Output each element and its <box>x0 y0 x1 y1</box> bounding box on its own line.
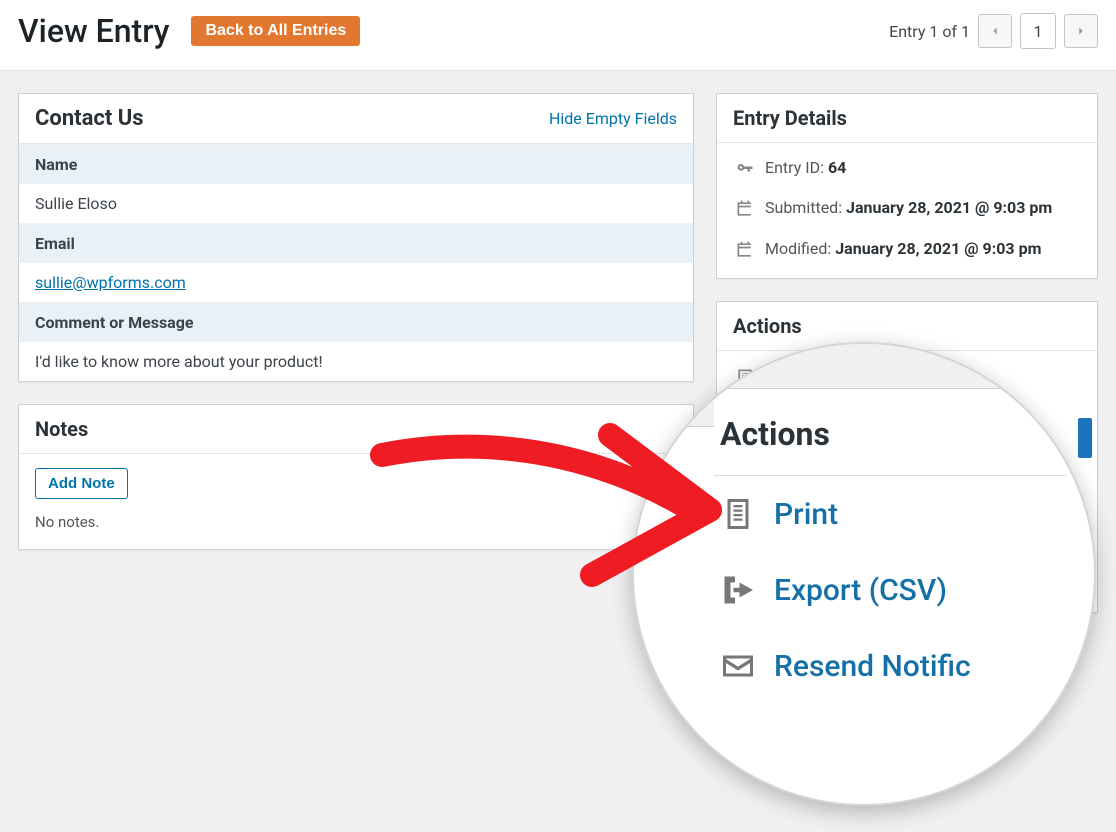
field-row: Name Sullie Eloso <box>19 144 693 223</box>
field-row: Email sullie@wpforms.com <box>19 223 693 302</box>
detail-text: Modified: January 28, 2021 @ 9:03 pm <box>765 238 1079 260</box>
notes-panel: Notes Add Note No notes. <box>18 404 694 550</box>
entry-details-panel: Entry Details Entry ID: 64 <box>716 93 1098 279</box>
chevron-left-icon <box>988 24 1002 38</box>
field-value: sullie@wpforms.com <box>19 263 693 302</box>
key-icon <box>735 159 755 179</box>
magnified-export-link[interactable]: Export (CSV) <box>774 573 947 608</box>
magnified-action-row: Export (CSV) <box>714 552 1066 628</box>
notes-header: Notes <box>19 405 693 454</box>
notes-title: Notes <box>35 417 88 441</box>
star-icon <box>664 750 694 780</box>
header-bar: View Entry Back to All Entries Entry 1 o… <box>0 0 1116 71</box>
calendar-icon <box>735 199 755 219</box>
calendar-icon <box>735 240 755 260</box>
detail-text: Entry ID: 64 <box>765 157 1079 179</box>
magnified-actions-title: Actions <box>714 389 1066 476</box>
detail-text: Submitted: January 28, 2021 @ 9:03 pm <box>765 197 1079 219</box>
entry-fields-header: Contact Us Hide Empty Fields <box>19 94 693 144</box>
actions-title: Actions <box>733 314 802 338</box>
pager-label: Entry 1 of 1 <box>889 22 970 41</box>
magnified-resend-link[interactable]: Resend Notific <box>774 649 971 684</box>
email-link[interactable]: sullie@wpforms.com <box>35 273 186 292</box>
page-root: View Entry Back to All Entries Entry 1 o… <box>0 0 1116 832</box>
field-row: Comment or Message I'd like to know more… <box>19 302 693 381</box>
print-icon <box>720 496 756 532</box>
entry-fields-panel: Contact Us Hide Empty Fields Name Sullie… <box>18 93 694 382</box>
export-icon <box>720 572 756 608</box>
field-value: Sullie Eloso <box>19 184 693 223</box>
magnified-action-row: Resend Notific <box>714 628 1066 704</box>
title-wrap: View Entry Back to All Entries <box>18 12 360 50</box>
magnified-actions-panel: Actions Print Export (CSV) <box>714 388 1066 704</box>
pagination: Entry 1 of 1 1 <box>889 13 1098 49</box>
magnified-action-row: Print <box>714 476 1066 552</box>
form-title: Contact Us <box>35 106 144 131</box>
field-label: Comment or Message <box>19 303 693 342</box>
field-label: Email <box>19 224 693 263</box>
entry-details-title: Entry Details <box>733 106 847 130</box>
main-column: Contact Us Hide Empty Fields Name Sullie… <box>18 93 694 550</box>
hide-empty-fields-link[interactable]: Hide Empty Fields <box>549 109 677 128</box>
detail-submitted: Submitted: January 28, 2021 @ 9:03 pm <box>735 197 1079 219</box>
notes-empty-text: No notes. <box>35 513 677 531</box>
magnified-print-link[interactable]: Print <box>774 497 838 532</box>
page-title: View Entry <box>18 12 169 50</box>
submitted-label: Submitted: <box>765 198 846 217</box>
pager-prev-button[interactable] <box>978 14 1012 48</box>
detail-modified: Modified: January 28, 2021 @ 9:03 pm <box>735 238 1079 260</box>
submitted-value: January 28, 2021 @ 9:03 pm <box>846 198 1052 217</box>
chevron-right-icon <box>1074 24 1088 38</box>
mail-icon <box>720 648 756 684</box>
modified-value: January 28, 2021 @ 9:03 pm <box>835 239 1041 258</box>
entry-details-header: Entry Details <box>717 94 1097 143</box>
add-note-button[interactable]: Add Note <box>35 468 128 499</box>
detail-entry-id: Entry ID: 64 <box>735 157 1079 179</box>
pager-current: 1 <box>1020 13 1056 49</box>
entry-id-label: Entry ID: <box>765 158 828 177</box>
field-label: Name <box>19 145 693 184</box>
modified-label: Modified: <box>765 239 835 258</box>
field-value: I'd like to know more about your product… <box>19 342 693 381</box>
notes-body: Add Note No notes. <box>19 454 693 549</box>
back-to-entries-button[interactable]: Back to All Entries <box>191 16 360 46</box>
entry-details-body: Entry ID: 64 Submitted: January 28, 2021… <box>717 143 1097 278</box>
magnifier-content: Actions Print Export (CSV) <box>634 344 1094 804</box>
spacer <box>18 382 694 404</box>
magnifier-overlay: Actions Print Export (CSV) <box>632 342 1096 806</box>
entry-id-value: 64 <box>828 158 846 177</box>
pager-next-button[interactable] <box>1064 14 1098 48</box>
